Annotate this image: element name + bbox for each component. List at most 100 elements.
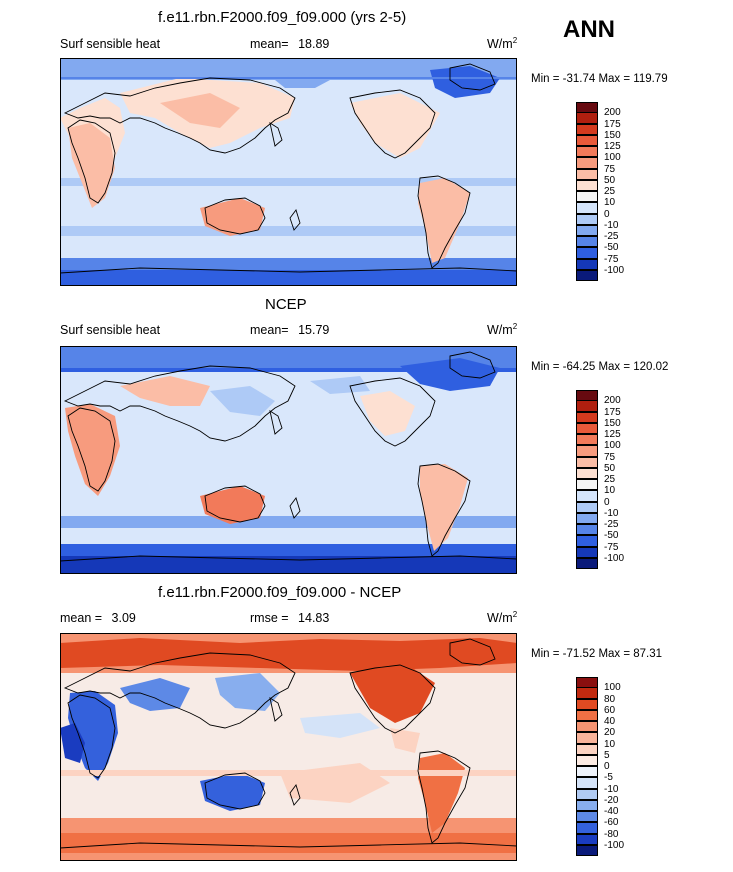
colorbar-swatch (576, 422, 598, 434)
panel-3-rmse-label: rmse = 14.83 (250, 611, 329, 625)
panel-3-units-base: W/m (487, 611, 513, 625)
colorbar-swatch (576, 247, 598, 259)
colorbar-tick-label: 75 (604, 451, 616, 463)
colorbar-swatch (576, 224, 598, 236)
colorbar-tick-label: 5 (604, 749, 610, 761)
colorbar-tick-label: 10 (604, 485, 616, 497)
colorbar-tick-label: -100 (604, 552, 625, 564)
colorbar-swatch (576, 168, 598, 180)
colorbar-tick-label: 100 (604, 440, 621, 452)
panel-3-rmse-value: 14.83 (298, 611, 330, 625)
colorbar-tick-label: 200 (604, 395, 621, 407)
panel-1-variable-label: Surf sensible heat (60, 37, 161, 51)
colorbar-swatch (576, 743, 598, 755)
panel-2-mean-label: mean= 15.79 (250, 323, 329, 337)
panel-2-mean-key: mean= (250, 323, 289, 337)
colorbar-tick-label: 125 (604, 429, 621, 440)
colorbar-tick-label: -40 (604, 806, 619, 817)
colorbar-swatch (576, 490, 598, 502)
colorbar-tick-label: -100 (604, 264, 625, 276)
panel-1-mean-key: mean= (250, 37, 289, 51)
colorbar-swatch (576, 788, 598, 800)
colorbar-swatch (576, 202, 598, 214)
colorbar-swatch (576, 844, 598, 856)
colorbar-swatch (576, 434, 598, 446)
colorbar-swatch (576, 698, 598, 710)
colorbar-tick-label: -60 (604, 817, 619, 829)
colorbar-tick-label: 0 (604, 761, 610, 772)
colorbar-swatch (576, 157, 598, 169)
panel-2-map (60, 346, 517, 574)
panel-3-rmse-key: rmse = (250, 611, 289, 625)
panel-2-units: W/m2 (487, 321, 518, 337)
colorbar-swatch (576, 146, 598, 158)
panel-1-map (60, 58, 517, 286)
colorbar-swatch (576, 123, 598, 135)
colorbar-tick-label: -50 (604, 242, 619, 254)
colorbar-swatch (576, 134, 598, 146)
colorbar-swatch (576, 732, 598, 744)
colorbar-swatch (576, 766, 598, 778)
panel-1-units-exp: 2 (512, 35, 518, 45)
panel-1-title: f.e11.rbn.F2000.f09_f09.000 (yrs 2-5) (158, 9, 407, 26)
colorbar-swatch (576, 811, 598, 823)
colorbar-tick-label: -25 (604, 519, 619, 530)
colorbar-tick-label: -75 (604, 253, 619, 265)
colorbar-tick-label: -10 (604, 507, 619, 519)
colorbar-tick-label: 200 (604, 107, 621, 119)
colorbar-tick-label: 80 (604, 693, 616, 705)
colorbar-swatch (576, 709, 598, 721)
panel-1-units: W/m2 (487, 35, 518, 51)
panel-3-map (60, 633, 517, 861)
colorbar-swatch (576, 524, 598, 536)
colorbar-swatch (576, 777, 598, 789)
panel-3-mean-value: 3.09 (111, 611, 136, 625)
panel-3-units: W/m2 (487, 609, 518, 625)
panel-1-minmax: Min = -31.74 Max = 119.79 (531, 73, 668, 85)
panel-2-units-base: W/m (487, 323, 513, 337)
colorbar-tick-label: 25 (604, 186, 616, 197)
panel-3-title: f.e11.rbn.F2000.f09_f09.000 - NCEP (158, 584, 402, 601)
colorbar-swatch (576, 179, 598, 191)
colorbar-tick-label: 0 (604, 208, 610, 220)
colorbar-tick-label: 0 (604, 496, 610, 508)
panel-3-mean-label: mean = 3.09 (60, 611, 136, 625)
colorbar-tick-label: -20 (604, 794, 619, 806)
colorbar-tick-label: -5 (604, 772, 613, 784)
colorbar-tick-label: -50 (604, 530, 619, 542)
colorbar-tick-label: -25 (604, 231, 619, 242)
colorbar-swatch (576, 445, 598, 457)
colorbar-tick-label: -80 (604, 828, 619, 840)
colorbar-tick-label: 150 (604, 417, 621, 429)
colorbar-swatch (576, 557, 598, 569)
colorbar-tick-label: -75 (604, 541, 619, 553)
colorbar-swatch (576, 799, 598, 811)
colorbar-tick-label: 75 (604, 163, 616, 175)
colorbar-tick-label: 150 (604, 129, 621, 141)
panel-1-colorbar-labels: 200 175 150 125 100 75 50 25 10 0 -10 -25 -50 -75 -100 (604, 102, 644, 282)
colorbar-swatch (576, 512, 598, 524)
colorbar-tick-label: -100 (604, 839, 625, 851)
colorbar-tick-label: 20 (604, 727, 616, 739)
colorbar-tick-label: 50 (604, 174, 616, 186)
colorbar-tick-label: 100 (604, 682, 621, 694)
panel-3-units-exp: 2 (512, 609, 518, 619)
panel-3-minmax: Min = -71.52 Max = 87.31 (531, 648, 663, 660)
colorbar-tick-label: 175 (604, 406, 621, 418)
colorbar-tick-label: 175 (604, 118, 621, 130)
colorbar-swatch (576, 754, 598, 766)
colorbar-swatch (576, 258, 598, 270)
colorbar-tick-label: 40 (604, 716, 616, 727)
colorbar-tick-label: 50 (604, 462, 616, 474)
colorbar-tick-label: 10 (604, 738, 616, 750)
panel-1-units-base: W/m (487, 37, 513, 51)
colorbar-swatch (576, 456, 598, 468)
panel-3-colorbar-labels: 100 80 60 40 20 10 5 0 -5 -10 -20 -40 -60 -80 -100 (604, 677, 644, 857)
colorbar-swatch (576, 467, 598, 479)
panel-3-colorbar (576, 677, 598, 857)
panel-3-mean-key: mean = (60, 611, 103, 625)
colorbar-swatch (576, 479, 598, 491)
panel-1-colorbar (576, 102, 598, 282)
panel-2-units-exp: 2 (512, 321, 518, 331)
colorbar-swatch (576, 721, 598, 733)
